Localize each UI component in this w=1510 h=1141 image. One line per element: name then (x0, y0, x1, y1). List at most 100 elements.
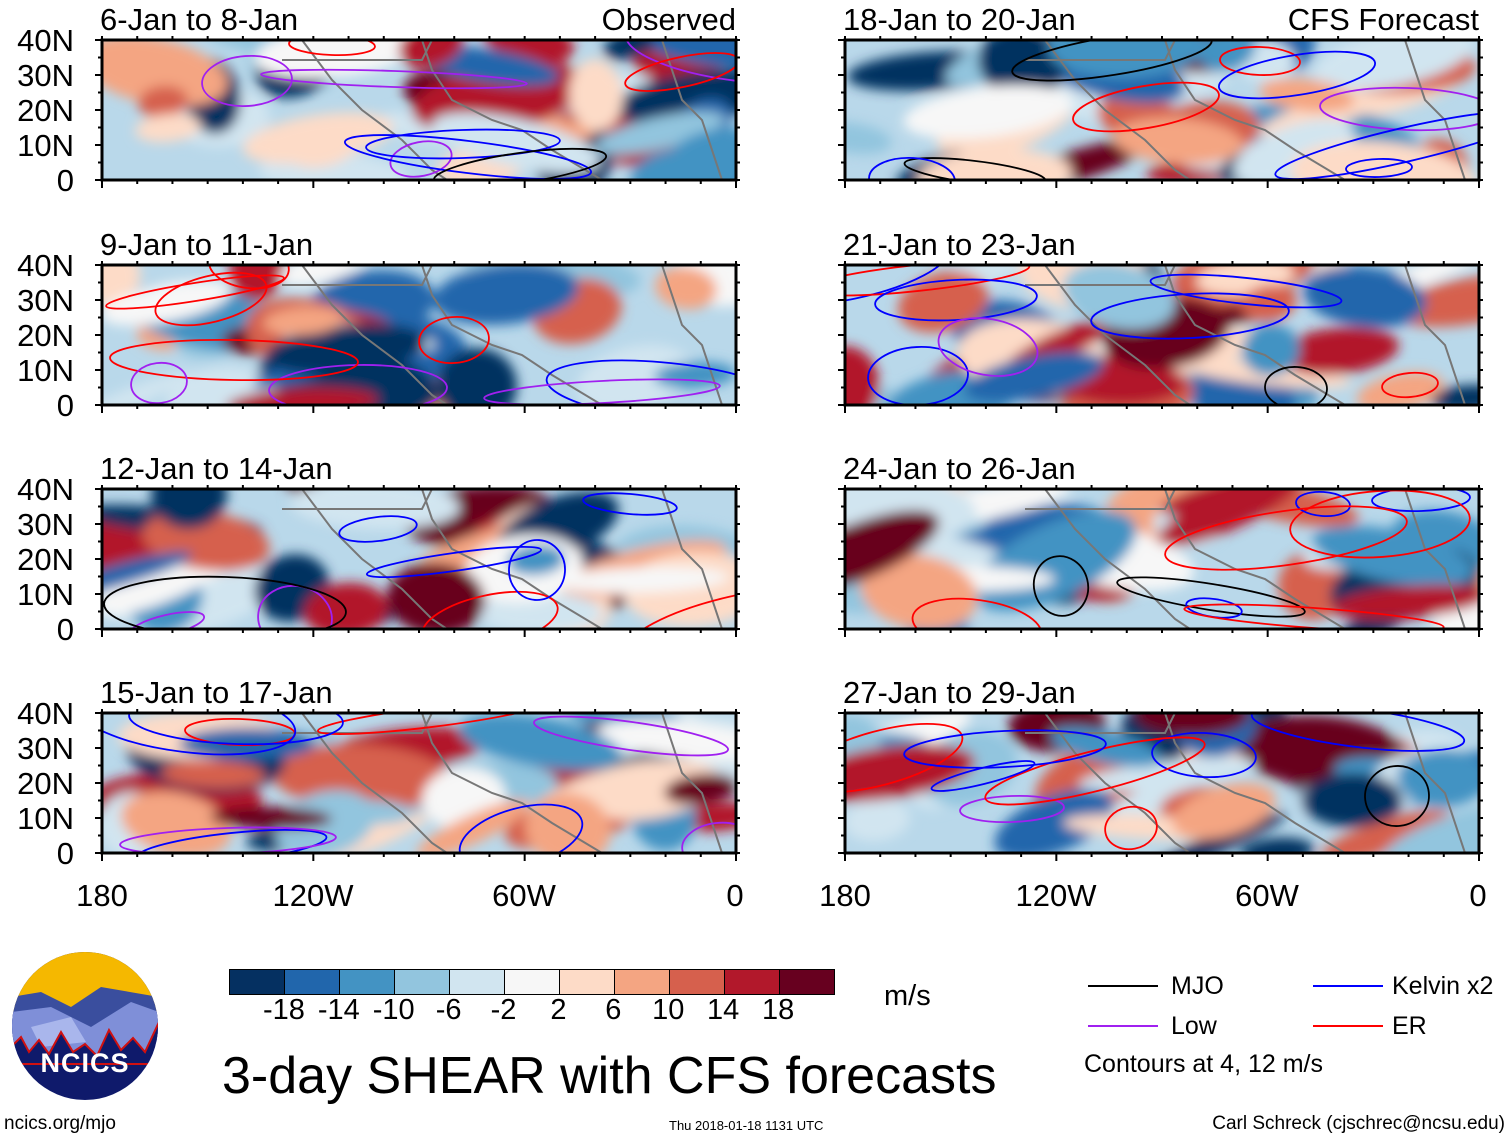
shear-anomaly-area (102, 280, 231, 326)
wave-contour (984, 736, 1206, 806)
legend-label-kelvin: Kelvin x2 (1392, 972, 1494, 1000)
lat-tick-label: 0 (56, 612, 74, 647)
lat-tick-label: 40N (17, 23, 74, 58)
panel-title: 6-Jan to 8-Jan (100, 2, 299, 37)
wave-contour (316, 713, 546, 735)
wave-contour (937, 317, 1039, 377)
wave-contour (418, 315, 490, 365)
lat-tick-label: 10N (17, 128, 74, 163)
lat-tick-label: 30N (17, 731, 74, 766)
shear-anomaly-area (845, 346, 880, 405)
colorbar-tick-label: 10 (652, 994, 685, 1026)
shear-anomaly-area (1321, 810, 1451, 853)
lat-tick-label: 30N (17, 507, 74, 542)
coastline (1025, 713, 1466, 853)
legend-label-er: ER (1392, 1012, 1427, 1040)
shear-anomaly-area (166, 366, 280, 405)
lat-tick-label: 40N (17, 472, 74, 507)
shear-anomaly-area (655, 266, 717, 310)
shear-anomaly-area (845, 510, 940, 596)
wave-contour (432, 147, 608, 180)
coastline (282, 40, 723, 180)
shear-anomaly-area (1198, 40, 1256, 72)
shear-anomaly-area (1277, 327, 1399, 375)
wave-contour (1164, 505, 1408, 571)
wave-contour (1319, 86, 1479, 132)
panel-title: 27-Jan to 29-Jan (843, 675, 1076, 710)
map-panel (838, 36, 1483, 188)
wave-contour (154, 271, 268, 327)
shear-anomaly-area (860, 554, 978, 629)
legend-label-low: Low (1171, 1012, 1217, 1040)
panel-label: CFS Forecast (1287, 2, 1479, 37)
shear-anomaly-area (1158, 489, 1302, 546)
wave-contour (483, 378, 721, 405)
shear-anomaly-area (964, 351, 1104, 403)
footer-url[interactable]: ncics.org/mjo (4, 1113, 116, 1134)
lat-tick-label: 20N (17, 318, 74, 353)
wave-contour (1072, 81, 1220, 133)
wave-contour (260, 68, 528, 90)
wave-contour (1104, 805, 1158, 851)
colorbar-tick-label: -18 (262, 994, 305, 1026)
shear-anomaly-area (120, 791, 232, 853)
colorbar-swatch (230, 970, 284, 994)
legend-line-mjo (1088, 985, 1158, 987)
wave-contour (105, 274, 285, 310)
shear-anomaly-area (1302, 773, 1402, 827)
shear-anomaly-area (481, 40, 575, 64)
wave-contour (545, 359, 736, 405)
shear-anomaly-area (433, 265, 579, 325)
wave-contour (1090, 292, 1290, 340)
wave-contour (959, 794, 1065, 824)
shear-anomaly-area (290, 489, 460, 530)
wave-contour (365, 128, 561, 160)
panel-title: 21-Jan to 23-Jan (843, 227, 1076, 262)
shear-anomaly-area (459, 713, 621, 771)
shear-anomaly-area (1259, 78, 1355, 112)
colorbar-tick-label: 6 (605, 994, 622, 1026)
wave-contour (624, 586, 736, 629)
wave-contour (288, 40, 376, 57)
shear-anomaly-area (845, 798, 910, 842)
shear-anomaly-area (1290, 140, 1478, 180)
colorbar-swatch (339, 970, 394, 994)
colorbar-swatch (614, 970, 669, 994)
wave-contour (421, 590, 559, 629)
wave-contour (582, 492, 678, 516)
legend-line-kelvin (1313, 985, 1383, 987)
ncics-logo[interactable]: NCICS (11, 952, 159, 1100)
wave-contour (903, 157, 1047, 180)
wave-contour (136, 828, 328, 853)
wave-contour (508, 539, 566, 601)
shear-anomaly-area (654, 361, 736, 389)
wave-contour (845, 722, 964, 794)
lat-tick-label: 20N (17, 542, 74, 577)
colorbar (229, 969, 835, 995)
shear-anomaly-area (568, 59, 624, 131)
wave-contour (1032, 555, 1090, 617)
colorbar-swatch (669, 970, 724, 994)
wave-contour (389, 140, 453, 178)
colorbar-tick-label: -10 (372, 994, 415, 1026)
shear-anomaly-area (595, 111, 725, 155)
wave-contour (1364, 765, 1430, 827)
wave-contour (1264, 366, 1328, 405)
wave-contour (1274, 110, 1479, 180)
coastline (282, 713, 723, 853)
wave-contour (1116, 576, 1306, 618)
lat-tick-label: 30N (17, 283, 74, 318)
wave-contour (338, 515, 418, 543)
shear-anomaly-area (1242, 323, 1300, 377)
wave-contour (344, 134, 592, 180)
lon-tick-label: 180 (76, 878, 128, 913)
map-panel (838, 709, 1483, 861)
shear-anomaly-area (437, 347, 517, 405)
lon-tick-label: 180 (819, 878, 871, 913)
wave-contour (1250, 713, 1466, 752)
shear-anomaly-area (845, 122, 892, 154)
shear-anomaly-area (1330, 584, 1479, 620)
wave-contour (201, 54, 293, 108)
panel-title: 15-Jan to 17-Jan (100, 675, 333, 710)
shear-anomaly-area (102, 551, 193, 599)
